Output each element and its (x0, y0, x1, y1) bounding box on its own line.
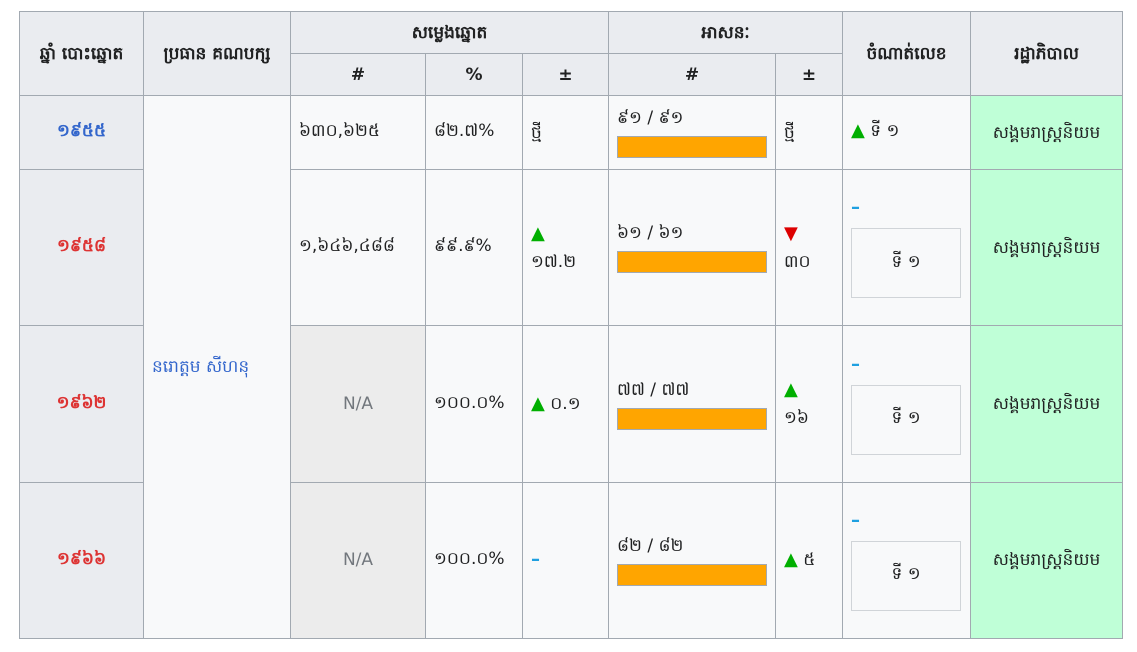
seats-change-cell: ▲ ៥ (775, 481, 844, 640)
position-label: ទី ១ (891, 564, 921, 585)
header-votes-percent: % (425, 53, 523, 96)
percent-change-cell: ថ្មី (521, 94, 610, 171)
increase-icon: ▲ (851, 120, 865, 142)
votes-cell: N/A (290, 325, 426, 483)
seats-label: ៦១ / ៦១ (617, 223, 684, 244)
percent-cell: ១០០.០% (425, 325, 523, 483)
seats-cell: ៨២ / ៨២ (608, 481, 777, 640)
seats-cell: ៦១ / ៦១ (608, 169, 777, 327)
government-cell: សង្គមរាស្ត្រនិយម (970, 94, 1124, 171)
seats-label: ៨២ / ៨២ (617, 535, 684, 556)
seats-change-value: ១៦ (784, 408, 809, 429)
header-seats-number: # (608, 53, 777, 96)
table-row: ១៩៦៦ N/A ១០០.០% – ៨២ / ៨២ ▲ ៥ – ទី ១ សង្… (19, 481, 1124, 640)
year-link[interactable]: ១៩៦៦ (19, 481, 144, 640)
position-box: ទី ១ (851, 228, 962, 299)
header-position: ចំណាត់លេខ (842, 11, 972, 96)
year-link[interactable]: ១៩៦២ (19, 325, 144, 483)
seats-change-value: ៥ (803, 550, 816, 571)
percent-cell: ៩៩.៩% (425, 169, 523, 327)
header-votes-change: ± (521, 53, 610, 96)
percent-cell: ៨២.៧% (425, 94, 523, 171)
percent-change-value: ១៧.២ (531, 251, 577, 272)
header-year: ឆ្នាំ បោះឆ្នោត (19, 11, 144, 96)
seats-change-cell: ▲ ១៦ (775, 325, 844, 483)
steady-icon: – (851, 353, 861, 375)
increase-icon: ▲ (531, 222, 545, 244)
seats-change-value: ៣០ (784, 251, 811, 272)
seats-change-cell: ថ្មី (775, 94, 844, 171)
percent-change-cell: ▲ ១៧.២ (521, 169, 610, 327)
header-seats: អាសនៈ (608, 11, 844, 54)
position-cell: – ទី ១ (842, 481, 972, 640)
leader-link[interactable]: នរោត្តម សីហនុ (143, 95, 291, 639)
steady-icon: – (851, 509, 861, 531)
increase-icon: ▲ (784, 549, 798, 571)
position-label: ទី ១ (891, 408, 921, 429)
seats-bar (617, 563, 768, 586)
percent-change-value: ០.១ (550, 394, 581, 415)
position-cell: ▲ ទី ១ (842, 94, 972, 171)
seats-label: ៩១ / ៩១ (617, 108, 684, 129)
position-cell: – ទី ១ (842, 169, 972, 327)
seats-bar (617, 251, 768, 274)
decrease-icon: ▼ (784, 222, 798, 244)
seats-cell: ៧៧ / ៧៧ (608, 325, 777, 483)
header-leader: ប្រធាន គណបក្ស (143, 11, 291, 96)
percent-cell: ១០០.០% (425, 481, 523, 640)
position-label: ទី ១ (891, 251, 921, 272)
government-cell: សង្គមរាស្ត្រនិយម (970, 169, 1124, 327)
header-seats-change: ± (775, 53, 844, 96)
table-row: ១៩៥៥ នរោត្តម សីហនុ ៦៣០,៦២៥ ៨២.៧% ថ្មី ៩១… (19, 94, 1124, 639)
seats-bar (617, 407, 768, 430)
percent-change-cell: ▲ ០.១ (521, 325, 610, 483)
election-results-table: ឆ្នាំ បោះឆ្នោត ប្រធាន គណបក្ស សម្លេងឆ្នោត… (19, 11, 1124, 640)
year-link[interactable]: ១៩៥៨ (19, 169, 144, 327)
seats-change-cell: ▼ ៣០ (775, 169, 844, 327)
seats-label: ៧៧ / ៧៧ (617, 379, 690, 400)
position-box: ទី ១ (851, 384, 962, 455)
seats-bar (617, 136, 768, 159)
position-label: ទី ១ (870, 121, 900, 142)
percent-change-cell: – (521, 481, 610, 640)
position-box: ទី ១ (851, 540, 962, 611)
header-government: រដ្ឋាភិបាល (970, 11, 1124, 96)
table-row: ១៩៥៨ ១,៦៤៦,៤៨៨ ៩៩.៩% ▲ ១៧.២ ៦១ / ៦១ ▼ ៣០… (19, 169, 1124, 327)
position-cell: – ទី ១ (842, 325, 972, 483)
steady-icon: – (531, 549, 540, 571)
header-votes: សម្លេងឆ្នោត (289, 11, 610, 54)
year-link[interactable]: ១៩៥៥ (19, 94, 144, 171)
table-row: ១៩៦២ N/A ១០០.០% ▲ ០.១ ៧៧ / ៧៧ ▲ ១៦ – ទី … (19, 325, 1124, 483)
seats-cell: ៩១ / ៩១ (608, 94, 777, 171)
votes-cell: ៦៣០,៦២៥ (290, 94, 426, 171)
government-cell: សង្គមរាស្ត្រនិយម (970, 325, 1124, 483)
header-votes-number: # (290, 53, 426, 96)
votes-cell: N/A (290, 481, 426, 640)
government-cell: សង្គមរាស្ត្រនិយម (970, 481, 1124, 640)
steady-icon: – (851, 197, 861, 219)
increase-icon: ▲ (784, 379, 798, 401)
increase-icon: ▲ (531, 393, 545, 415)
votes-cell: ១,៦៤៦,៤៨៨ (290, 169, 426, 327)
